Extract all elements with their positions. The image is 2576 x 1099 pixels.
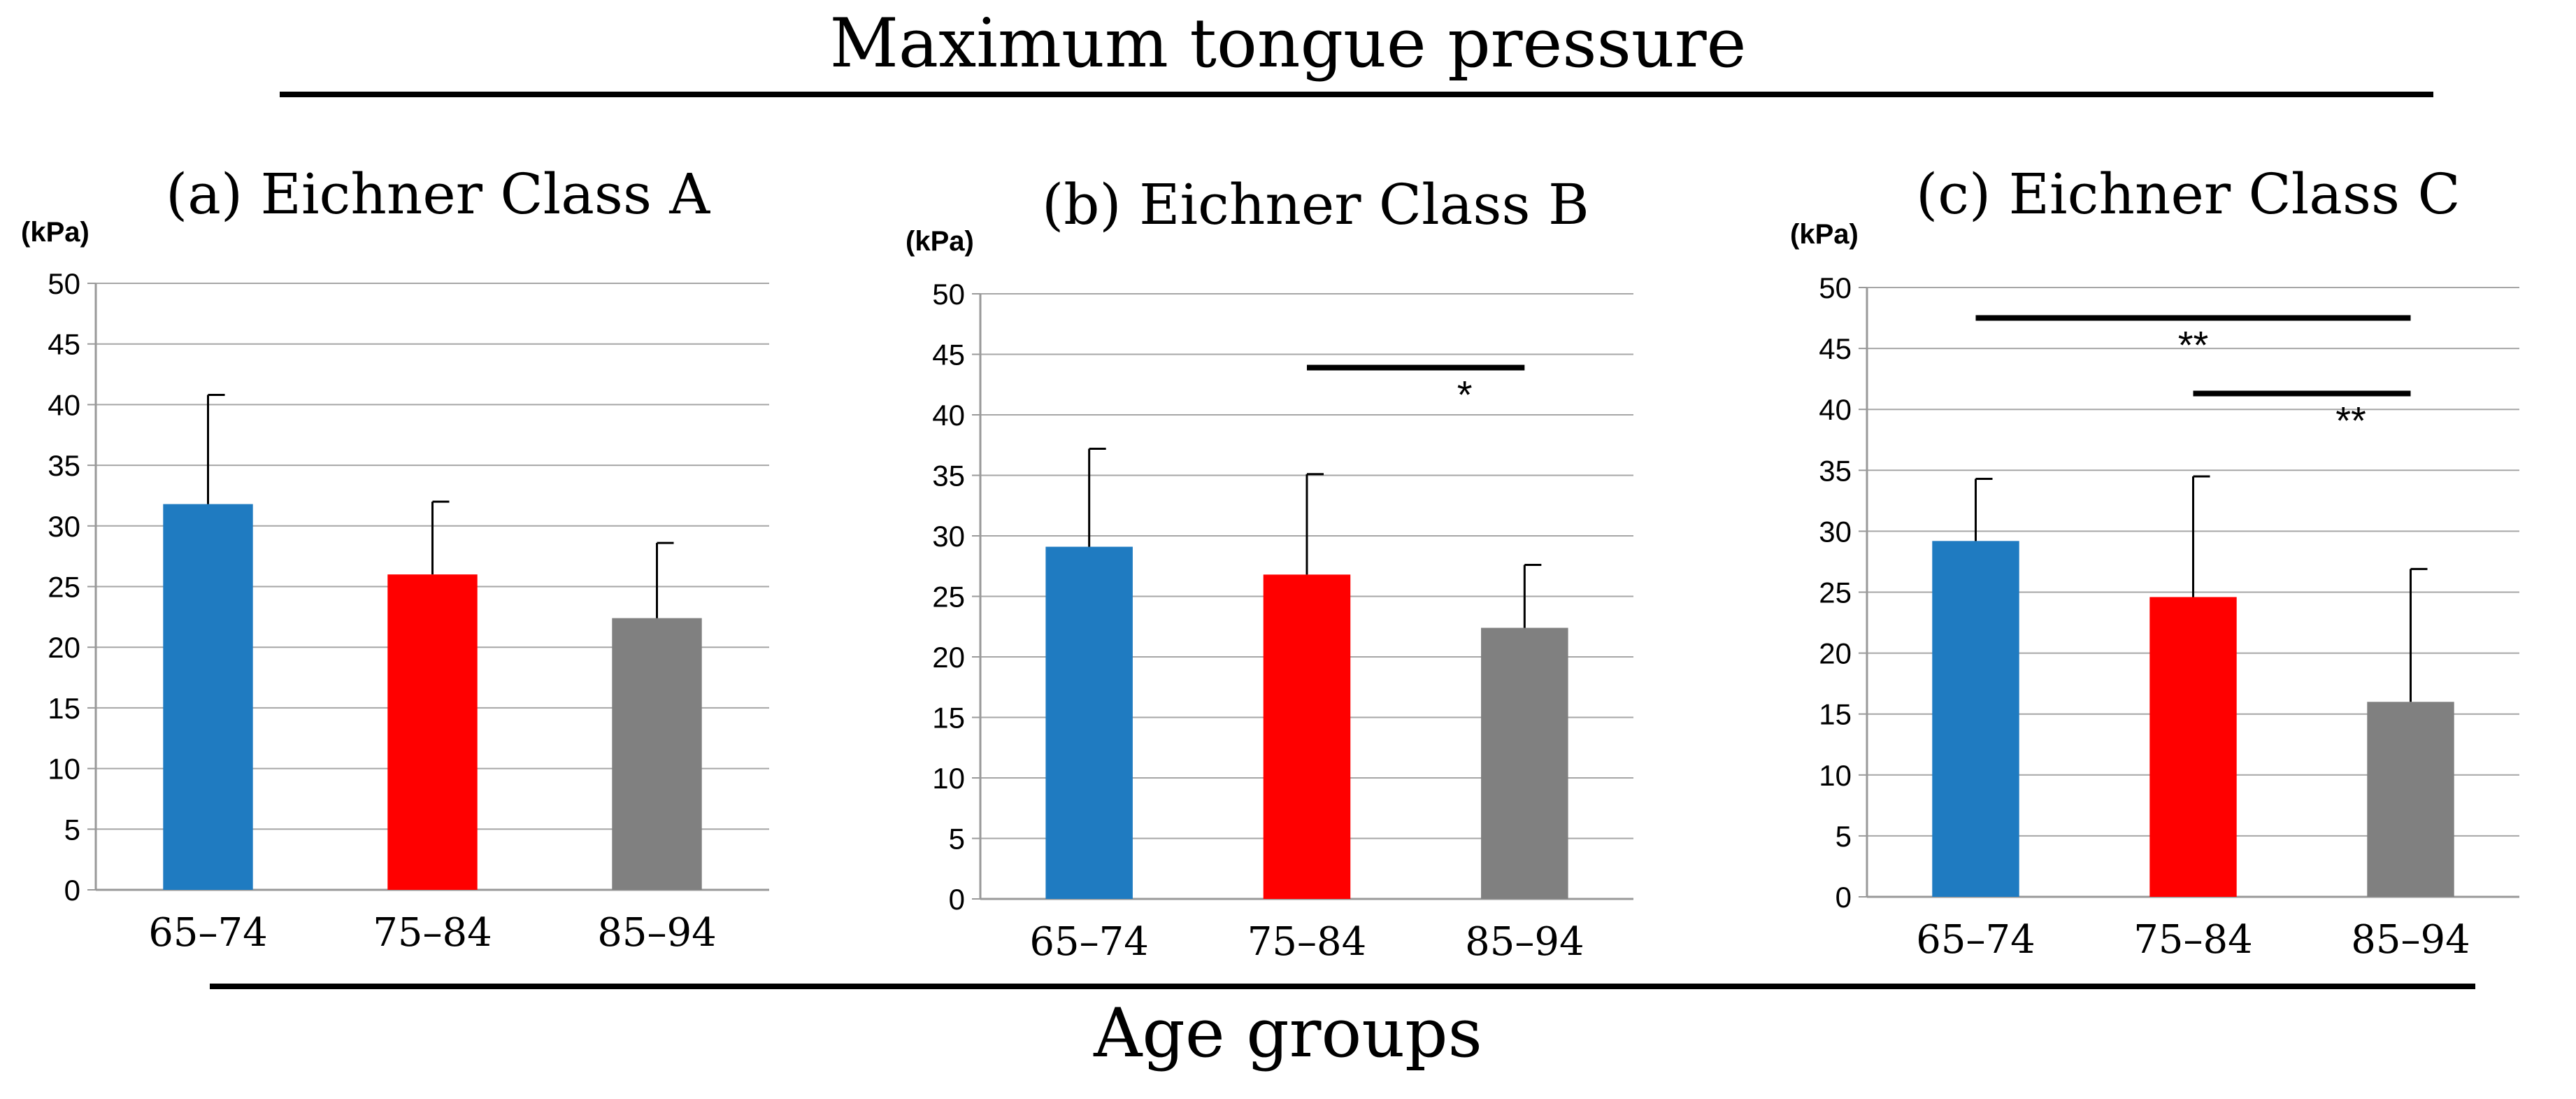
y-tick-label: 25: [1819, 576, 1852, 609]
y-tick-label: 10: [932, 762, 965, 795]
significance-label: **: [2178, 323, 2209, 367]
y-tick-label: 15: [932, 702, 965, 735]
y-tick-label: 40: [1819, 393, 1852, 426]
bar-75–84: [1263, 574, 1351, 899]
y-tick-label: 45: [48, 328, 80, 361]
y-tick-label: 45: [932, 339, 965, 371]
x-category-label: 65–74: [1916, 917, 2035, 963]
y-tick-label: 35: [1819, 454, 1852, 487]
y-tick-label: 35: [48, 449, 80, 482]
y-tick-label: 5: [949, 823, 965, 856]
bar-85–94: [1481, 628, 1568, 899]
bar-75–84: [387, 574, 478, 890]
y-tick-label: 35: [932, 460, 965, 492]
bar-65–74: [1932, 541, 2019, 897]
panel-title: (c) Eichner Class C: [1916, 162, 2461, 227]
panel-title-text: Eichner Class C: [2009, 162, 2461, 227]
y-tick-label: 30: [932, 520, 965, 553]
bar-85–94: [2367, 702, 2454, 897]
y-tick-label: 20: [932, 641, 965, 674]
y-tick-label: 5: [64, 813, 80, 846]
panel-a: (a) Eichner Class A (kPa) 0 5 10 15 20 25 30 35 40…: [21, 162, 769, 956]
figure-xlabel: Age groups: [1093, 994, 1482, 1072]
y-tick-label: 50: [1819, 271, 1852, 304]
bar-65–74: [1045, 546, 1133, 899]
y-tick-label: 50: [48, 267, 80, 300]
panel-title-text: Eichner Class A: [261, 162, 711, 227]
y-tick-label: 20: [48, 631, 80, 664]
bar-85–94: [612, 618, 702, 890]
x-category-label: 75–84: [373, 910, 492, 956]
panel-label: (a): [166, 162, 261, 227]
panel-title: (a) Eichner Class A: [166, 162, 710, 227]
panel-b: (b) Eichner Class B (kPa) 0 5 10 15 20 25 30 35 40…: [906, 172, 1633, 965]
panel-c: (c) Eichner Class C (kPa) 0 5 10 15 20 25 30 35 40…: [1790, 162, 2519, 963]
y-tick-label: 30: [48, 510, 80, 543]
x-category-label: 85–94: [1465, 919, 1584, 965]
y-axis-unit-label: (kPa): [21, 217, 90, 248]
x-category-label: 65–74: [148, 910, 268, 956]
x-category-label: 75–84: [1247, 919, 1367, 965]
y-tick-label: 0: [949, 883, 965, 916]
panel-label: (b): [1042, 172, 1139, 237]
y-tick-label: 50: [932, 278, 965, 311]
bar-65–74: [163, 504, 253, 890]
y-tick-label: 45: [1819, 332, 1852, 365]
panel-label: (c): [1916, 162, 2009, 227]
y-axis-unit-label: (kPa): [1790, 219, 1859, 250]
y-axis-unit-label: (kPa): [906, 226, 974, 257]
panel-title-text: Eichner Class B: [1139, 172, 1589, 237]
y-tick-label: 10: [1819, 759, 1852, 792]
y-tick-label: 5: [1836, 820, 1852, 853]
y-tick-label: 15: [48, 692, 80, 725]
y-tick-label: 25: [932, 581, 965, 614]
y-tick-label: 40: [48, 388, 80, 421]
significance-label: **: [2335, 399, 2366, 443]
panel-title: (b) Eichner Class B: [1042, 172, 1589, 237]
figure-title: Maximum tongue pressure: [830, 4, 1747, 83]
x-category-label: 65–74: [1029, 919, 1149, 965]
y-tick-label: 0: [1836, 881, 1852, 914]
y-tick-label: 30: [1819, 515, 1852, 548]
significance-label: *: [1457, 373, 1473, 417]
y-tick-label: 20: [1819, 637, 1852, 670]
x-category-label: 85–94: [2351, 917, 2470, 963]
y-tick-label: 40: [932, 399, 965, 432]
y-tick-label: 25: [48, 571, 80, 604]
bar-75–84: [2149, 597, 2237, 897]
x-category-label: 75–84: [2133, 917, 2253, 963]
y-tick-label: 0: [64, 874, 80, 907]
y-tick-label: 10: [48, 753, 80, 786]
x-category-label: 85–94: [597, 910, 717, 956]
y-tick-label: 15: [1819, 698, 1852, 731]
